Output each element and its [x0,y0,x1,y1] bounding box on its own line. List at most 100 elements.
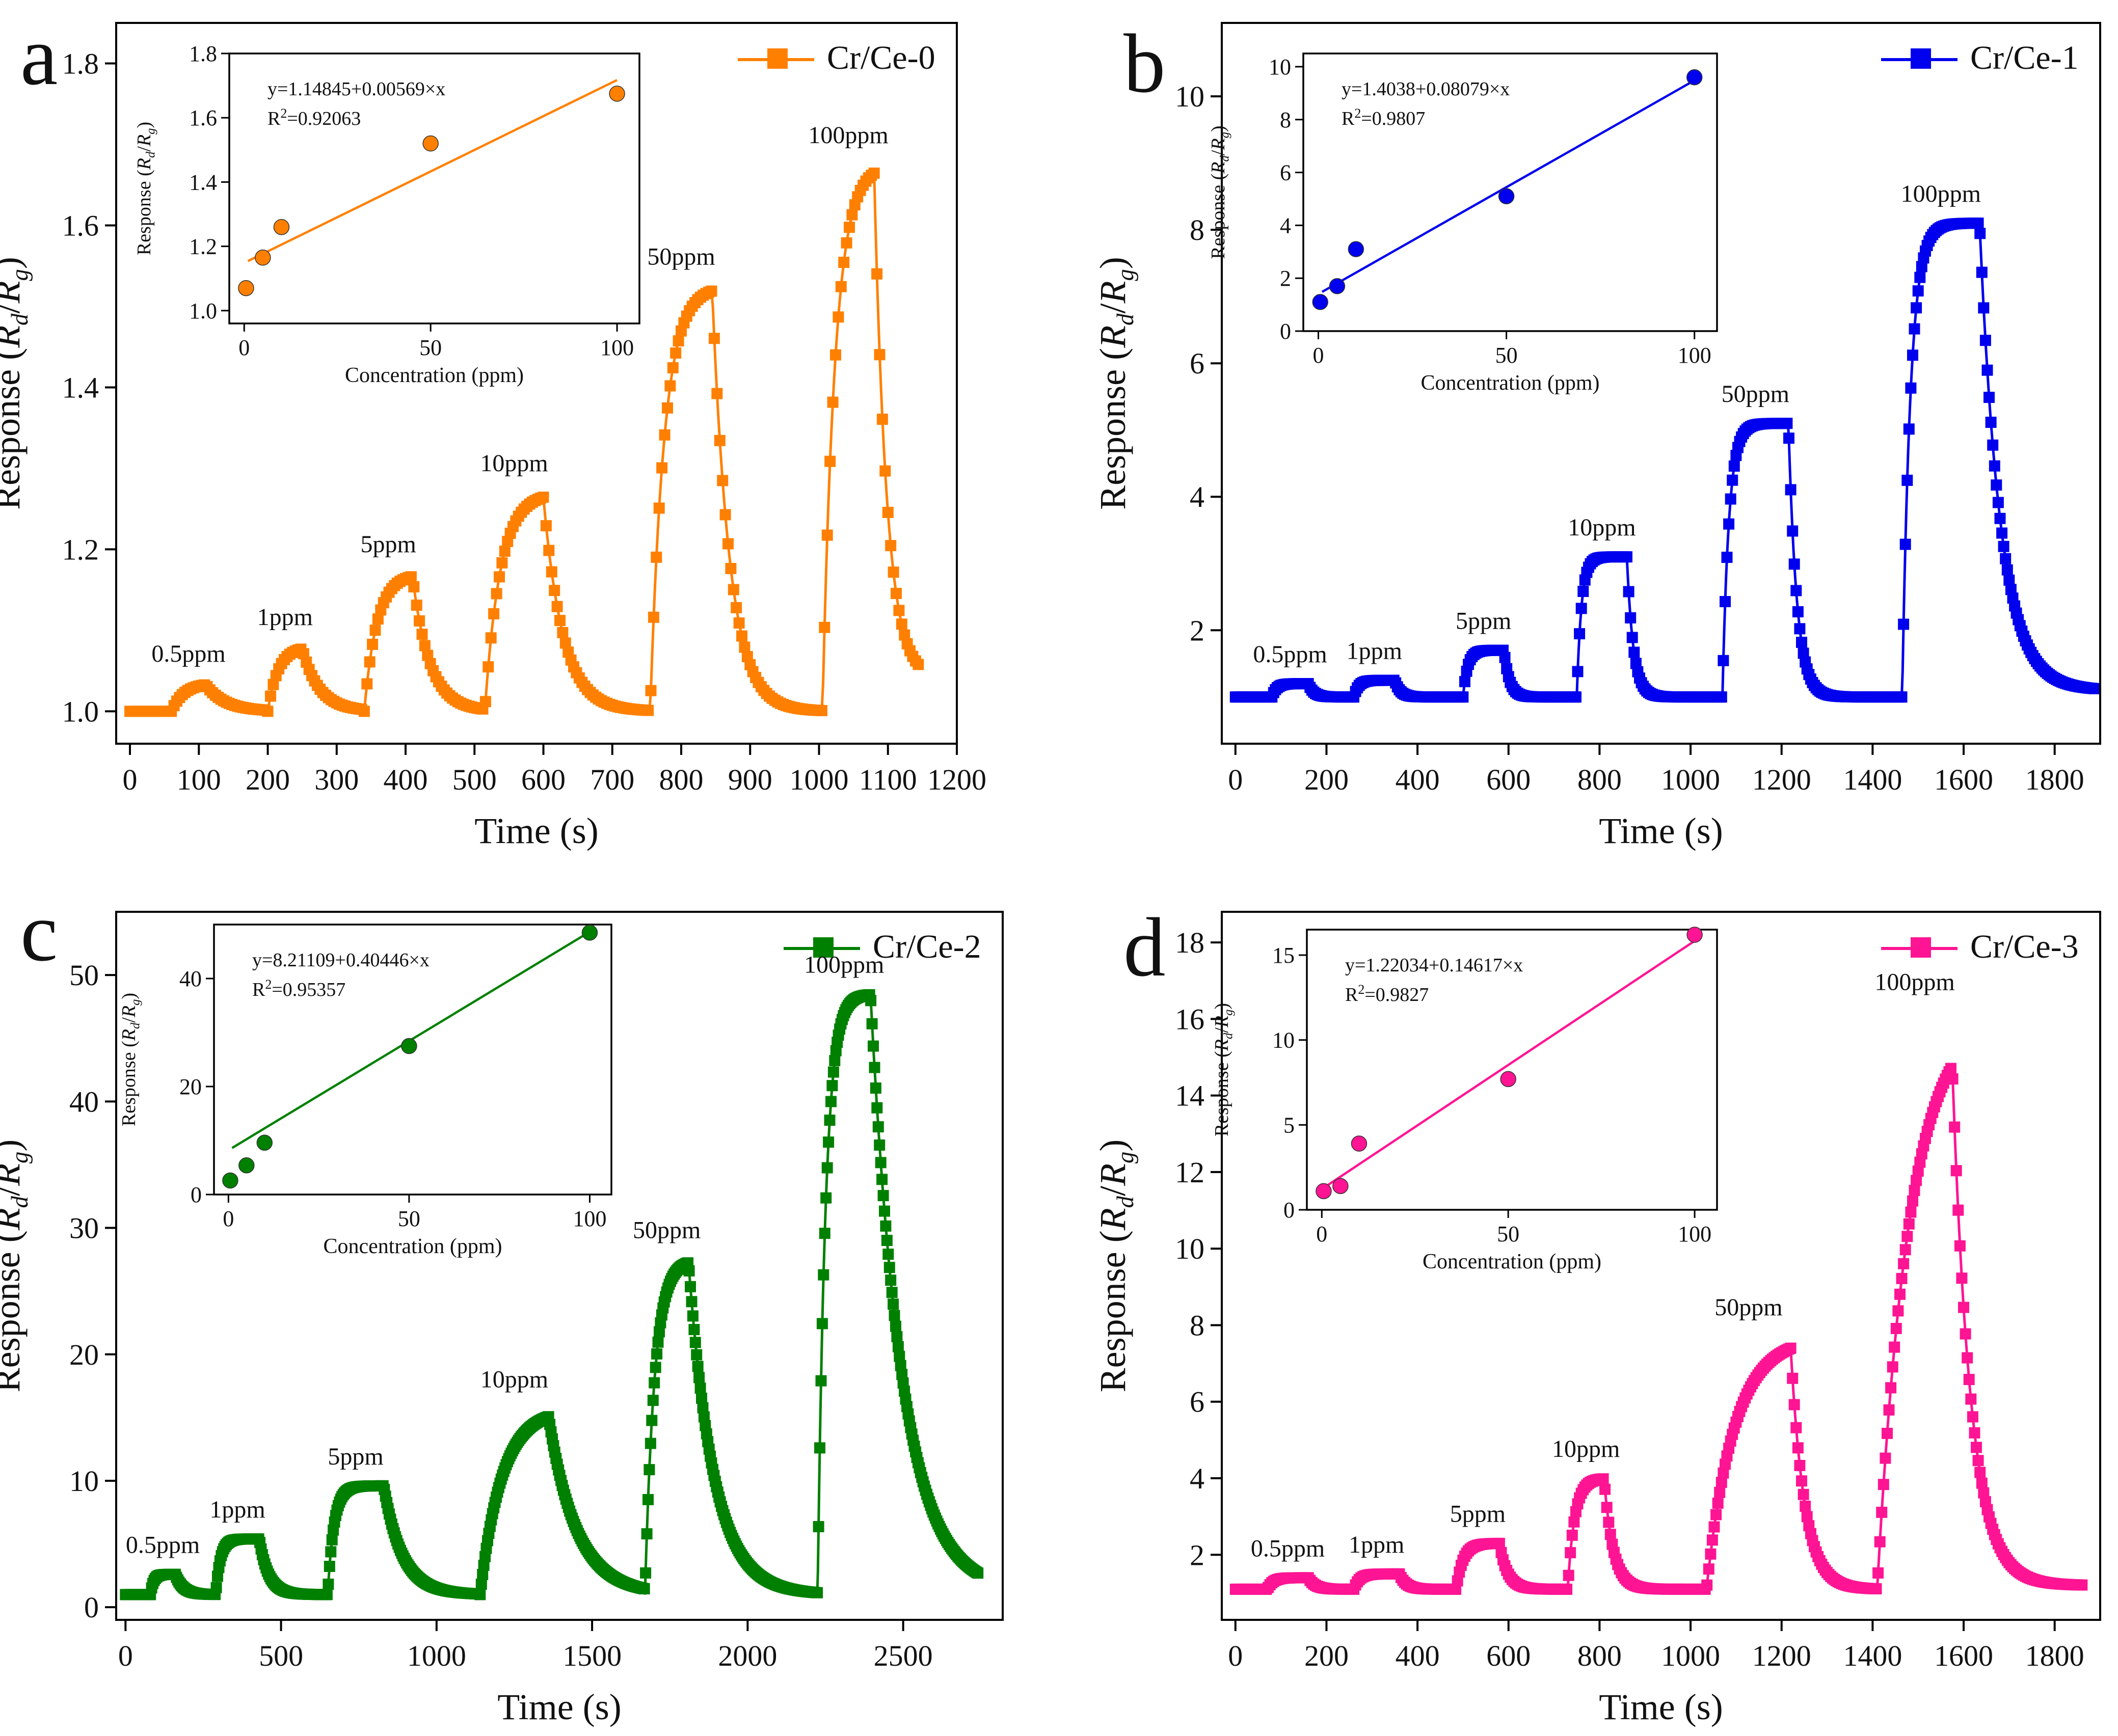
response-marker [687,1310,699,1322]
response-marker [369,625,381,636]
pulse-label: 10ppm [480,450,548,477]
inset-y-tick-label: 1.4 [189,170,217,195]
response-marker [1956,1272,1968,1284]
legend: Cr/Ce-2 [784,928,981,965]
response-marker [478,1559,490,1571]
response-marker [868,167,880,179]
legend-marker [767,48,788,69]
inset-frame [213,924,612,1196]
response-marker [1563,1569,1574,1581]
response-marker [499,546,511,557]
response-marker [1960,1328,1971,1340]
response-marker [881,1235,893,1246]
response-marker [1907,1195,1918,1207]
response-marker [821,529,833,541]
x-tick-label: 1200 [1752,1639,1811,1672]
fit-line [1321,79,1695,293]
response-marker [877,1190,889,1202]
pulse-label: 50ppm [633,1217,701,1244]
y-tick-label: 4 [1190,480,1204,513]
response-marker [1972,1455,1984,1467]
response-marker [816,1318,828,1330]
response-marker [1715,1477,1727,1488]
y-tick-label: 6 [1190,1386,1204,1419]
inset-y-axis-title: Response (Rd/Rg) [1208,125,1231,259]
response-marker [1800,1501,1811,1512]
inset-x-axis-title: Concentration (ppm) [1420,371,1599,395]
inset: 0 50 100 1.0 1.2 1.4 1.6 1.8 Concentration (ppm)… [133,41,640,387]
response-marker [1965,1393,1977,1405]
response-marker [717,475,729,486]
inset-x-tick-label: 50 [1495,343,1518,368]
x-tick-label: 1000 [1661,763,1720,796]
response-marker [1978,302,1990,314]
response-marker [1912,1165,1924,1177]
inset-point [609,86,625,102]
response-marker [1493,1537,1505,1549]
response-marker [645,1437,656,1449]
response-marker [1892,1305,1904,1317]
y-tick-label: 12 [1175,1156,1204,1189]
x-tick-label: 1400 [1843,763,1902,796]
inset-x-tick-label: 100 [1678,1222,1711,1246]
response-marker [1792,606,1804,617]
response-marker [890,1320,901,1332]
inset-x-tick-label: 100 [1678,343,1711,368]
pulse-label: 0.5ppm [151,640,225,667]
response-marker [1792,1442,1804,1454]
pulse-label: 50ppm [1722,381,1789,408]
response-marker [1901,1231,1913,1242]
response-marker [880,1220,892,1232]
x-tick-label: 1800 [2025,763,2084,796]
pulse-label: 10ppm [480,1366,548,1393]
legend: Cr/Ce-0 [738,39,935,76]
response-marker [1903,423,1915,435]
pulse-label: 0.5ppm [126,1532,200,1559]
response-marker [2000,553,2012,564]
response-marker [722,538,734,550]
response-marker [1604,1529,1616,1540]
response-curve [1229,1062,2088,1595]
panel-letter: c [20,885,58,979]
response-marker [1911,1175,1922,1186]
x-tick-label: 400 [384,763,428,796]
response-marker [642,704,654,716]
response-marker [642,1494,654,1505]
response-marker [1905,1206,1917,1218]
response-marker [814,1442,825,1454]
inset-y-tick-label: 1.0 [189,299,217,323]
response-marker [1566,1529,1578,1541]
response-marker [367,638,379,650]
response-marker [882,1249,894,1260]
x-tick-label: 400 [1396,1639,1440,1672]
response-marker [838,257,850,268]
response-marker [1903,1218,1915,1230]
pulse-label: 0.5ppm [1251,1535,1325,1562]
response-marker [1577,586,1589,597]
response-marker [1898,618,1910,630]
response-marker [1979,335,1991,346]
response-marker [895,1360,906,1371]
x-tick-label: 1100 [859,763,917,796]
inset-y-tick-label: 15 [1272,943,1295,968]
inset-y-tick-label: 5 [1283,1113,1295,1137]
response-marker [830,349,841,361]
x-tick-label: 0 [1228,1639,1243,1672]
response-marker [725,563,737,575]
response-marker [1561,1583,1573,1595]
response-marker [419,640,431,652]
x-tick-label: 600 [1486,1639,1531,1672]
response-marker [2089,683,2101,694]
pulse-label: 5ppm [1456,608,1511,635]
response-marker [1781,418,1793,429]
y-tick-label: 0 [84,1591,99,1624]
inset-point [255,249,271,266]
fit-r-squared: R2=0.9807 [1342,106,1425,129]
response-marker [1721,552,1733,563]
x-axis-title: Time (s) [1599,810,1723,851]
response-marker [1723,518,1735,530]
response-marker [892,1341,904,1352]
response-marker [638,1583,650,1594]
